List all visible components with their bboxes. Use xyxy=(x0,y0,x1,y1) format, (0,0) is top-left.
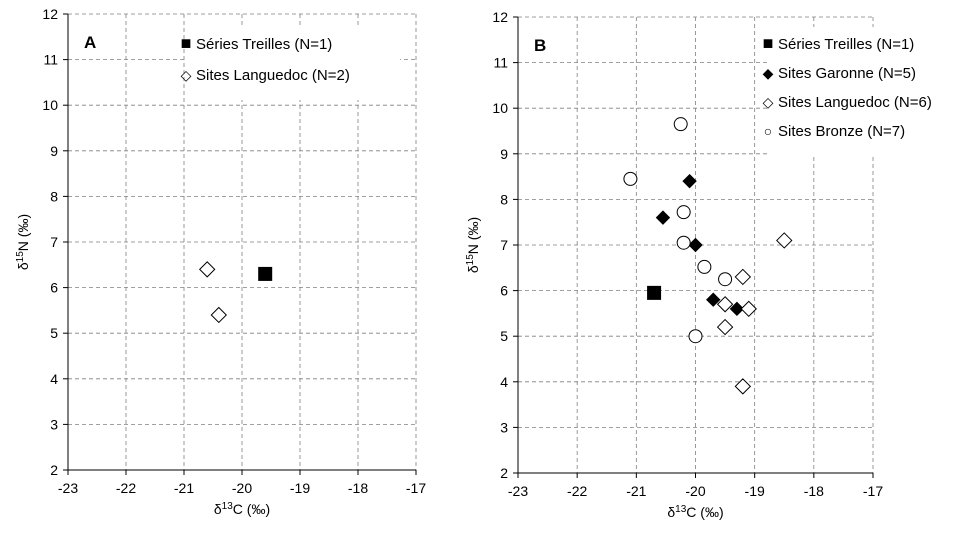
legend-marker: ◇ xyxy=(763,94,774,110)
x-axis-label: δ13C (‰) xyxy=(667,504,723,521)
x-tick-label: -23 xyxy=(58,480,78,496)
data-point xyxy=(647,285,662,300)
series-1 xyxy=(198,261,228,324)
y-tick-label: 12 xyxy=(42,6,58,22)
y-tick-label: 2 xyxy=(50,462,58,478)
x-tick-label: -23 xyxy=(508,483,528,499)
legend-background xyxy=(767,27,877,156)
data-point xyxy=(623,171,638,186)
legend-label: Séries Treilles (N=1) xyxy=(196,36,332,53)
data-point xyxy=(697,259,712,274)
data-point xyxy=(673,117,688,132)
data-point xyxy=(258,266,273,281)
data-point xyxy=(198,261,216,278)
y-tick-label: 3 xyxy=(50,416,58,432)
legend-marker: ■ xyxy=(181,33,192,53)
x-tick-label: -22 xyxy=(567,483,587,499)
legend-background xyxy=(186,27,400,100)
data-point xyxy=(210,306,228,324)
y-tick-label: 5 xyxy=(50,325,58,341)
y-tick-label: 4 xyxy=(50,371,58,387)
data-point xyxy=(716,296,734,313)
series-0 xyxy=(647,285,662,300)
legend: ■ Séries Treilles (N=1)◇ Sites Languedoc (… xyxy=(181,33,350,84)
y-tick-label: 4 xyxy=(500,374,508,390)
y-tick-label: 11 xyxy=(43,52,58,68)
data-point xyxy=(688,237,703,253)
legend-marker: ◆ xyxy=(763,65,774,81)
y-tick-label: 10 xyxy=(42,97,58,113)
x-tick-label: -17 xyxy=(863,483,883,499)
y-tick-label: 11 xyxy=(493,55,508,71)
x-tick-label: -20 xyxy=(685,483,705,499)
data-point xyxy=(688,329,703,344)
y-tick-label: 7 xyxy=(50,234,58,250)
x-tick-label: -21 xyxy=(626,483,646,499)
legend-marker: ■ xyxy=(763,33,774,53)
y-tick-label: 6 xyxy=(50,280,58,296)
y-tick-label: 2 xyxy=(500,465,508,481)
y-tick-label: 7 xyxy=(500,237,508,253)
y-tick-label: 8 xyxy=(50,188,58,204)
legend-label: Sites Garonne (N=5) xyxy=(778,65,916,82)
data-point xyxy=(734,268,752,286)
grid xyxy=(68,13,417,470)
y-axis-label: δ15N (‰) xyxy=(465,217,482,273)
series-0 xyxy=(258,266,273,281)
x-tick-label: -19 xyxy=(745,483,765,499)
y-tick-label: 6 xyxy=(500,283,508,299)
legend: ■ Séries Treilles (N=1)◆ Sites Garonne (N=… xyxy=(763,33,932,140)
data-point xyxy=(716,318,734,336)
chart-panel-a: -23 -22 -21 -20 -19 -18 -17 2 3 4 5 6 7 8 9 10 11 12 δ13C … xyxy=(15,6,427,517)
legend-label: Sites Languedoc (N=2) xyxy=(196,67,350,84)
series-1 xyxy=(655,173,745,317)
x-tick-label: -18 xyxy=(348,480,368,496)
data-point xyxy=(655,210,671,225)
x-tick-label: -18 xyxy=(804,483,824,499)
x-tick-label: -17 xyxy=(406,480,426,496)
y-tick-label: 10 xyxy=(492,100,508,116)
series-2 xyxy=(716,232,793,395)
data-point xyxy=(682,173,697,189)
panel-label: A xyxy=(84,33,96,52)
x-axis-label: δ13C (‰) xyxy=(214,501,270,518)
y-tick-label: 8 xyxy=(500,191,508,207)
y-tick-label: 12 xyxy=(492,9,508,25)
series-3 xyxy=(623,117,733,344)
legend-marker: ◇ xyxy=(181,67,192,83)
y-tick-label: 3 xyxy=(500,419,508,435)
y-tick-label: 9 xyxy=(500,146,508,162)
legend-marker: ○ xyxy=(764,123,772,139)
legend-label: Sites Bronze (N=7) xyxy=(778,123,905,140)
data-point xyxy=(740,300,757,318)
x-tick-label: -19 xyxy=(290,480,310,496)
y-tick-label: 9 xyxy=(50,143,58,159)
data-point xyxy=(676,205,691,220)
data-point xyxy=(776,232,793,249)
y-axis-label: δ15N (‰) xyxy=(15,214,32,270)
x-tick-label: -20 xyxy=(232,480,252,496)
data-point xyxy=(734,378,752,395)
data-point xyxy=(706,292,721,307)
panel-label: B xyxy=(534,36,546,55)
y-tick-label: 5 xyxy=(500,328,508,344)
data-point xyxy=(729,301,745,317)
data-point xyxy=(676,235,691,250)
chart-panel-b: -23 -22 -21 -20 -19 -18 -17 2 3 4 5 6 7 8 9 10 11 12 δ13C … xyxy=(465,9,932,520)
legend-label: Sites Languedoc (N=6) xyxy=(778,94,932,111)
data-point xyxy=(718,272,733,287)
x-tick-label: -21 xyxy=(174,480,194,496)
legend-label: Séries Treilles (N=1) xyxy=(778,36,914,53)
x-tick-label: -22 xyxy=(116,480,136,496)
